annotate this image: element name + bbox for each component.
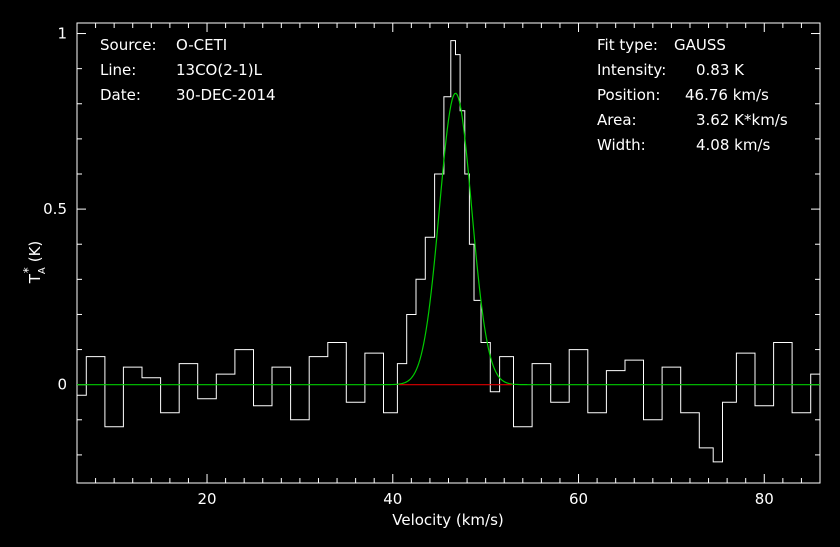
- x-tick-label: 40: [383, 490, 402, 508]
- x-tick-label: 20: [197, 490, 216, 508]
- source-value: O-CETI: [176, 36, 227, 54]
- date-value: 30-DEC-2014: [176, 86, 276, 104]
- fit-type-label: Fit type:: [597, 36, 658, 54]
- y-axis-title: TA* (K): [21, 241, 48, 285]
- intensity-value: 0.83 K: [696, 61, 745, 79]
- position-label: Position:: [597, 86, 660, 104]
- date-label: Date:: [100, 86, 141, 104]
- position-value: 46.76 km/s: [685, 86, 769, 104]
- y-axis-title-sub: A: [37, 267, 48, 274]
- width-label: Width:: [597, 136, 646, 154]
- y-tick-label: 1: [57, 25, 67, 43]
- spectrum-series: [77, 40, 820, 463]
- tick-labels: 20 40 60 80 0 0.5 1: [43, 25, 774, 508]
- y-tick-label: 0: [57, 376, 67, 394]
- source-label: Source:: [100, 36, 157, 54]
- x-axis-title: Velocity (km/s): [392, 511, 503, 529]
- y-axis-title-unit: (K): [26, 241, 44, 263]
- area-value: 3.62 K*km/s: [696, 111, 788, 129]
- series-layer: [77, 40, 820, 463]
- gaussian-fit-series: [77, 92, 820, 386]
- area-label: Area:: [597, 111, 637, 129]
- y-axis-title-main: T: [26, 273, 44, 284]
- line-value: 13CO(2-1)L: [176, 61, 263, 79]
- intensity-label: Intensity:: [597, 61, 666, 79]
- fit-type-value: GAUSS: [674, 36, 726, 54]
- axis-ticks: [76, 23, 821, 483]
- line-label: Line:: [100, 61, 136, 79]
- x-tick-label: 60: [569, 490, 588, 508]
- y-tick-label: 0.5: [43, 200, 67, 218]
- y-axis-title-sup: *: [21, 267, 35, 273]
- x-tick-label: 80: [755, 490, 774, 508]
- width-value: 4.08 km/s: [696, 136, 771, 154]
